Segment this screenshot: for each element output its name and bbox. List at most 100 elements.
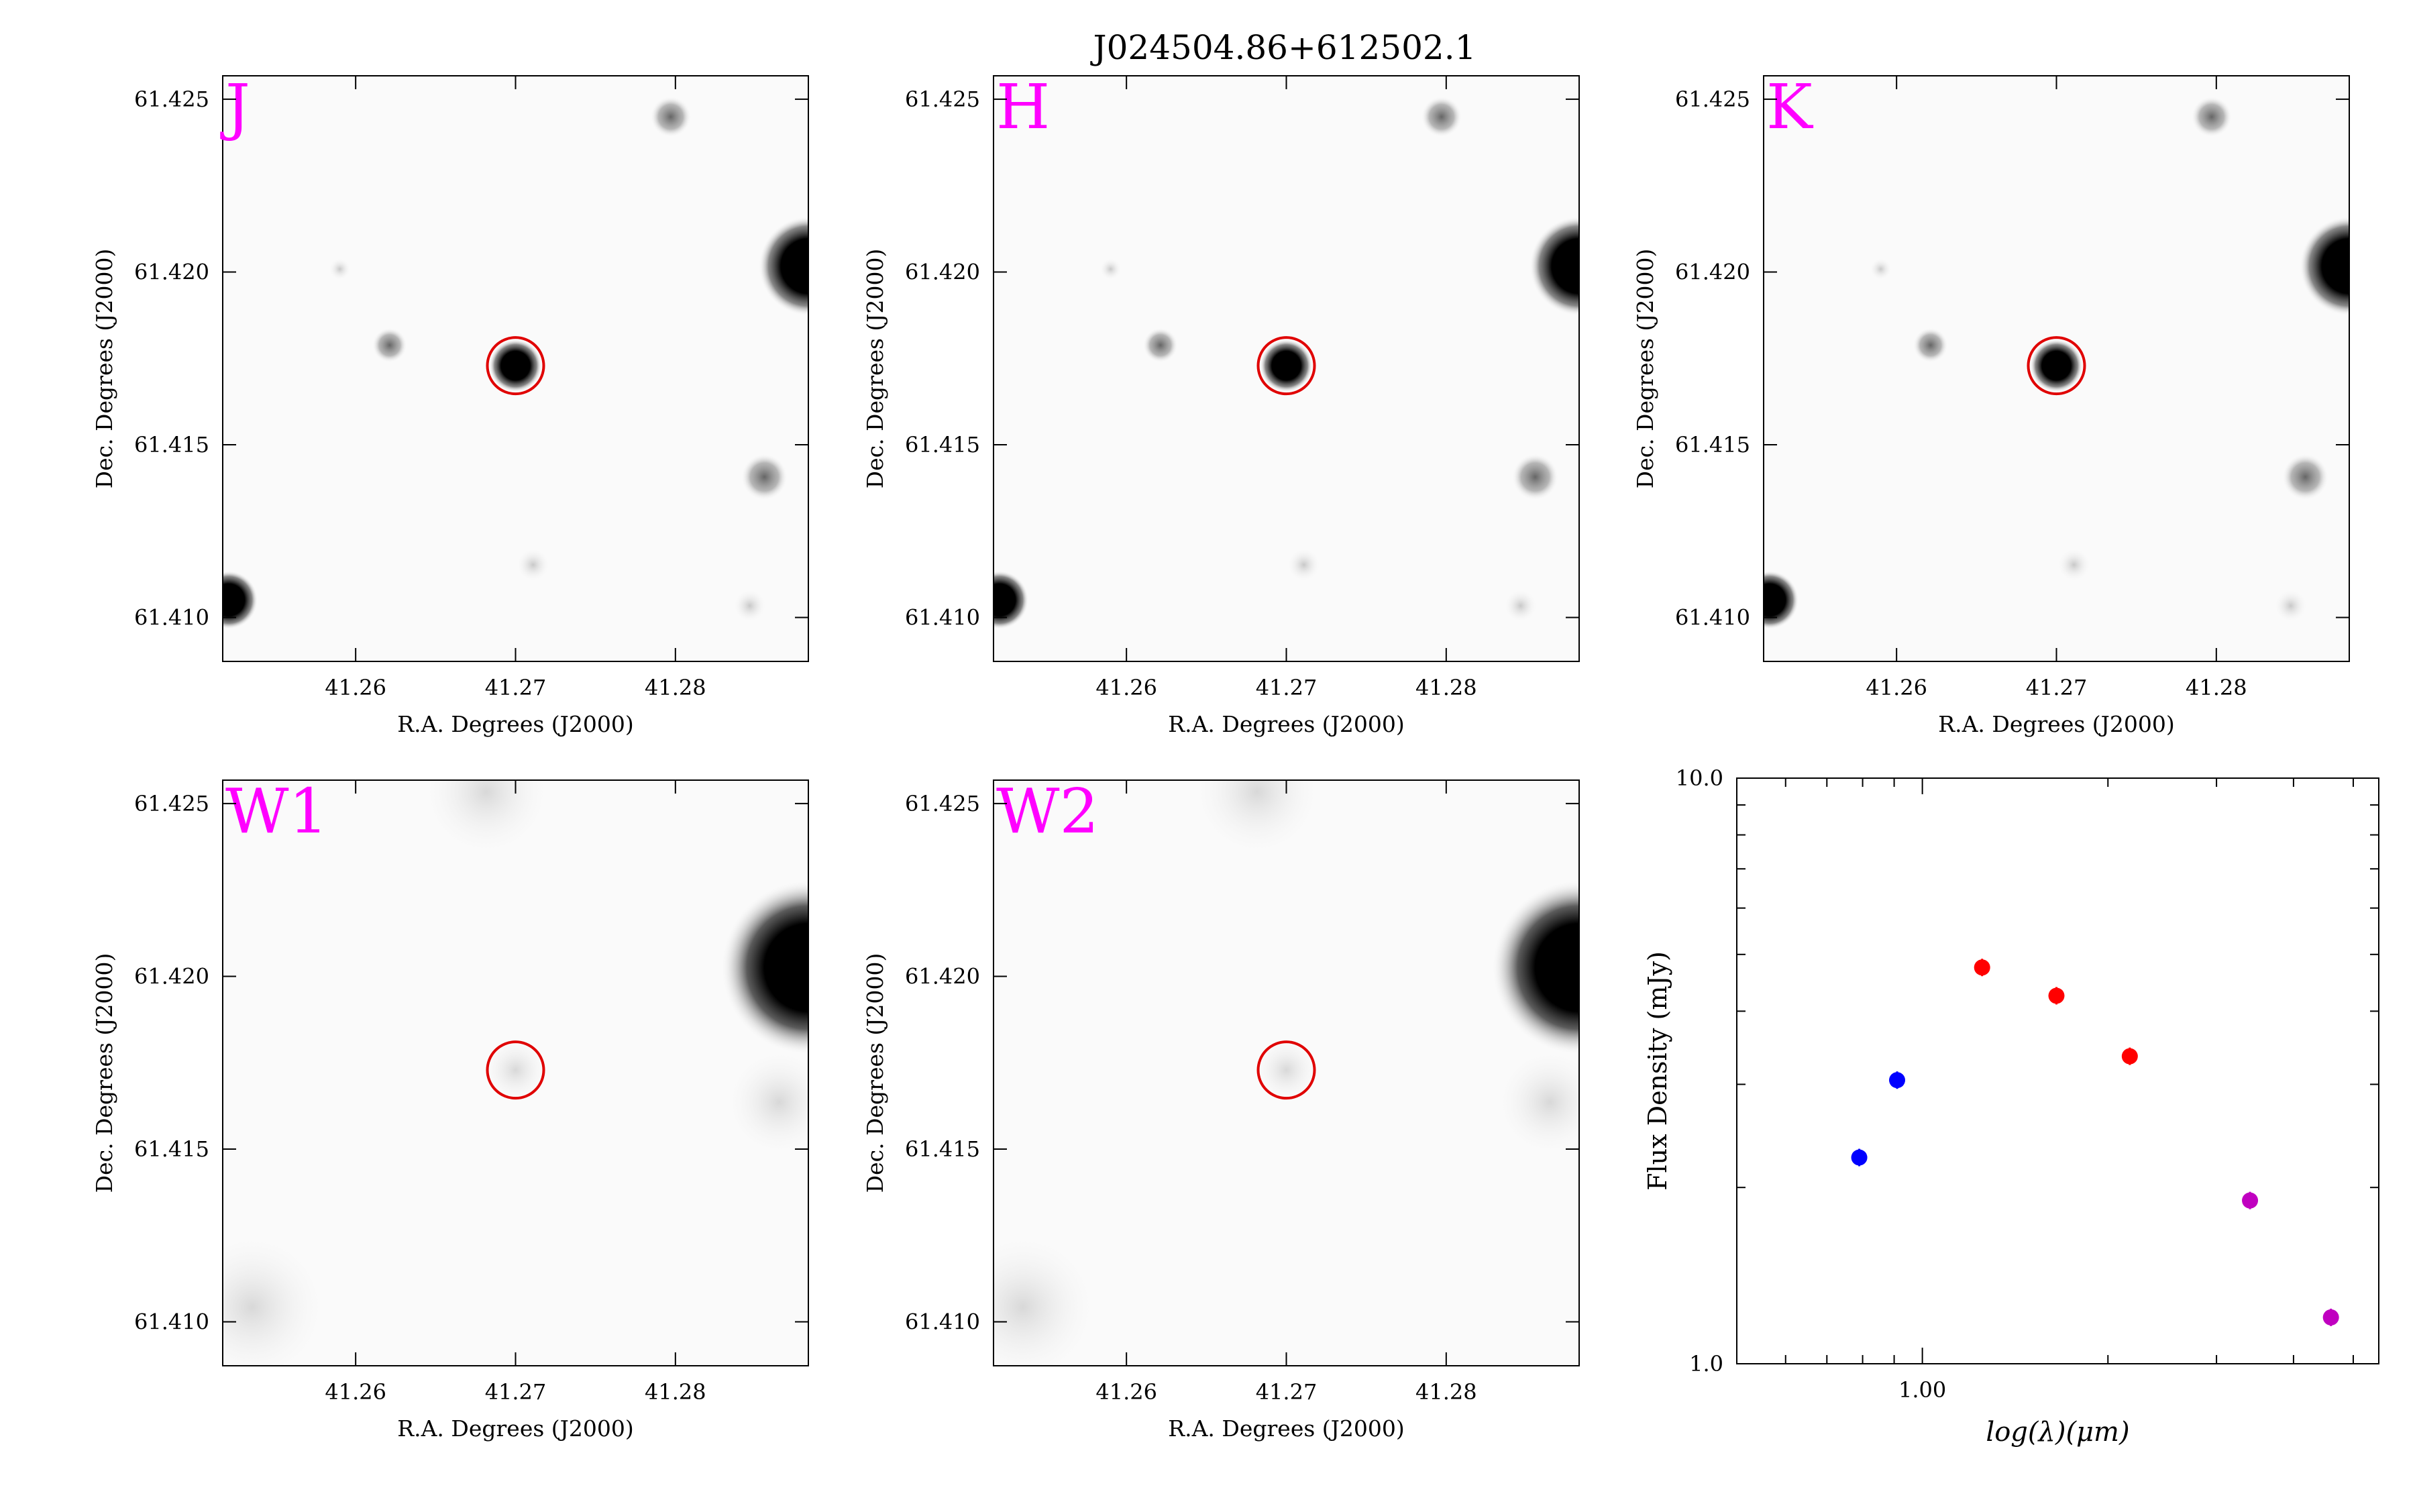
x-tick-label: 41.27 [1256, 675, 1318, 700]
field-star [328, 257, 352, 281]
y-tick-label: 61.420 [1675, 259, 1750, 284]
target-source [2030, 339, 2083, 392]
cutout-panel-w2: W2 41.26 41.27 41.28 61.425 61.420 61.415 61.41… [862, 775, 1580, 1442]
sed-point [1974, 959, 1990, 976]
x-axis-label: R.A. Degrees (J2000) [397, 1415, 633, 1442]
x-tick-label: 41.26 [325, 1379, 386, 1405]
y-axis-label: Dec. Degrees (J2000) [1632, 249, 1658, 489]
x-tick-label: 41.26 [1095, 675, 1157, 700]
aperture-circle [1256, 336, 1316, 396]
x-tick-label: 41.27 [485, 1379, 547, 1405]
y-tick-label: 61.415 [134, 432, 209, 457]
y-tick-label: 61.420 [134, 963, 209, 989]
y-axis-label: Dec. Degrees (J2000) [91, 953, 117, 1193]
sed-frame [1736, 777, 2379, 1364]
y-tick-label: 61.415 [134, 1136, 209, 1162]
sed-y-tick-label: 10.0 [1676, 765, 1723, 791]
aperture-circle [1256, 1040, 1316, 1100]
cutout-panel-j: J 41.26 41.27 41.28 61.425 61.420 61.415 61.410… [91, 71, 809, 737]
cutout-image [994, 780, 1579, 1366]
field-star [1142, 327, 1178, 363]
field-star [1764, 570, 1799, 629]
field-star [2056, 547, 2092, 583]
field-star [732, 588, 767, 624]
field-star [994, 570, 1029, 629]
field-star [1503, 588, 1538, 624]
field-star [2191, 96, 2233, 138]
field-star [372, 327, 407, 363]
field-star [2282, 453, 2329, 500]
y-tick-label: 61.420 [905, 963, 980, 989]
x-axis-label: R.A. Degrees (J2000) [1168, 711, 1404, 737]
y-tick-label: 61.410 [134, 605, 209, 631]
band-label: W1 [225, 775, 328, 847]
y-tick-label: 61.415 [1675, 432, 1750, 457]
x-axis-label: R.A. Degrees (J2000) [1938, 711, 2174, 737]
x-axis-label: R.A. Degrees (J2000) [1168, 1415, 1404, 1442]
y-tick-label: 61.410 [1675, 605, 1750, 631]
y-tick-label: 61.415 [905, 432, 980, 457]
cutout-image [223, 76, 808, 661]
field-star [1529, 216, 1579, 316]
field-star [223, 570, 258, 629]
sed-chart: 1.00 10.0 1.0 log(λ)(μm) Flux Density (mJy) [1643, 765, 2379, 1448]
sed-point [2322, 1309, 2339, 1326]
field-star [2299, 216, 2349, 316]
field-star [650, 96, 692, 138]
x-tick-label: 41.28 [645, 1379, 706, 1405]
sed-point [1851, 1149, 1868, 1166]
y-tick-label: 61.425 [1675, 87, 1750, 112]
y-tick-label: 61.425 [905, 87, 980, 112]
y-tick-label: 61.425 [134, 791, 209, 816]
y-tick-label: 61.420 [905, 259, 980, 284]
x-tick-label: 41.26 [325, 675, 386, 700]
field-star [720, 1043, 808, 1161]
field-star [720, 879, 808, 1056]
y-tick-label: 61.410 [134, 1309, 209, 1335]
field-star [1869, 257, 1893, 281]
x-tick-label: 41.28 [1415, 1379, 1477, 1405]
cutout-panels: J 41.26 41.27 41.28 61.425 61.420 61.415 61.410… [91, 71, 2350, 1442]
y-axis-label: Dec. Degrees (J2000) [91, 249, 117, 489]
aperture-circle [486, 336, 545, 396]
field-star [758, 216, 808, 316]
band-label: J [220, 71, 250, 143]
band-label: H [996, 71, 1050, 143]
sed-point [2121, 1048, 2138, 1065]
y-axis-label: Dec. Degrees (J2000) [862, 953, 888, 1193]
x-tick-label: 41.28 [2186, 675, 2247, 700]
field-star [1251, 1034, 1322, 1105]
field-star [994, 1225, 1105, 1366]
sed-point [2242, 1192, 2259, 1209]
field-star [1491, 1043, 1579, 1161]
field-star [223, 1225, 334, 1366]
field-star [416, 780, 557, 863]
x-tick-label: 41.27 [2026, 675, 2088, 700]
cutout-panel-w1: W1 41.26 41.27 41.28 61.425 61.420 61.415 61.41… [91, 775, 809, 1442]
y-tick-label: 61.425 [905, 791, 980, 816]
x-tick-label: 41.28 [645, 675, 706, 700]
sed-point [2048, 987, 2065, 1004]
field-star [515, 547, 551, 583]
cutout-image [994, 76, 1579, 661]
cutout-panel-h: H 41.26 41.27 41.28 61.425 61.420 61.415 61.410… [862, 71, 1580, 737]
sed-point [1888, 1072, 1905, 1089]
cutout-image [1764, 76, 2349, 661]
sed-y-axis-label: Flux Density (mJy) [1643, 951, 1672, 1191]
field-star [1099, 257, 1123, 281]
y-tick-label: 61.410 [905, 605, 980, 631]
x-tick-label: 41.27 [1256, 1379, 1318, 1405]
aperture-circle [2027, 336, 2086, 396]
field-star [1187, 780, 1328, 863]
field-star [1421, 96, 1462, 138]
y-axis-label: Dec. Degrees (J2000) [862, 249, 888, 489]
y-tick-label: 61.410 [905, 1309, 980, 1335]
field-star [480, 1034, 551, 1105]
cutout-panel-k: K 41.26 41.27 41.28 61.425 61.420 61.415 61.410… [1632, 71, 2350, 737]
figure-title: J024504.86+612502.1 [1090, 28, 1477, 67]
x-tick-label: 41.28 [1415, 675, 1477, 700]
cutout-image [223, 780, 808, 1366]
sed-x-tick-label: 1.00 [1898, 1377, 1946, 1403]
x-tick-label: 41.26 [1095, 1379, 1157, 1405]
